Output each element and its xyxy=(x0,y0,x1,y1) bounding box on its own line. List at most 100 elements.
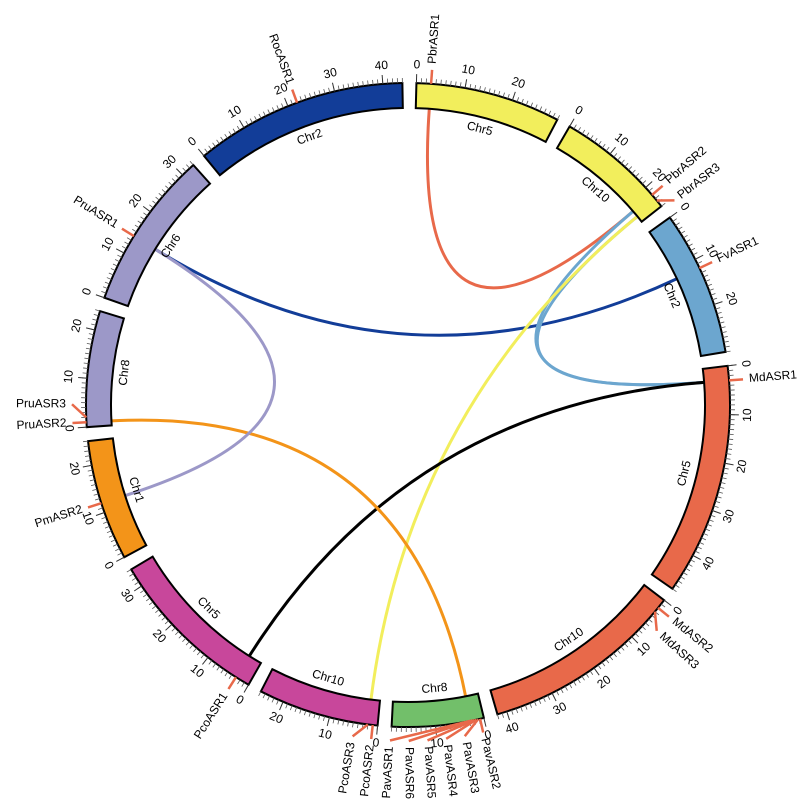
tick-label: 30 xyxy=(720,507,738,525)
major-tick xyxy=(713,301,723,305)
tick-label: 0 xyxy=(483,727,493,742)
minor-tick xyxy=(115,548,120,552)
minor-tick xyxy=(524,704,528,710)
major-tick xyxy=(116,556,125,562)
minor-tick xyxy=(303,710,307,716)
minor-tick xyxy=(83,440,89,443)
major-tick xyxy=(175,168,183,176)
minor-tick xyxy=(654,195,660,199)
minor-tick xyxy=(687,563,693,567)
tick-label: 40 xyxy=(504,719,521,737)
gene-mark xyxy=(653,611,658,632)
major-tick xyxy=(279,701,284,711)
minor-tick xyxy=(719,321,725,324)
major-tick xyxy=(85,327,95,331)
minor-tick xyxy=(189,161,194,166)
tick-label: 30 xyxy=(551,699,569,718)
gene-mark xyxy=(429,69,434,84)
gene-mark xyxy=(389,719,471,742)
minor-tick xyxy=(87,469,93,472)
minor-tick xyxy=(445,80,447,86)
chromosome-label: Chr8 xyxy=(116,359,133,387)
chromosome-label: Chr5 xyxy=(674,459,694,488)
minor-tick xyxy=(117,552,123,556)
minor-tick xyxy=(712,297,718,301)
major-tick xyxy=(197,148,205,157)
gene-mark xyxy=(72,421,87,425)
minor-tick xyxy=(186,164,191,169)
minor-tick xyxy=(132,228,137,233)
minor-tick xyxy=(104,281,110,285)
chromosome xyxy=(555,125,663,224)
minor-tick xyxy=(126,569,132,573)
minor-tick xyxy=(88,474,94,477)
minor-tick xyxy=(683,234,688,239)
minor-tick xyxy=(515,708,519,714)
chromosome-label: Chr5 xyxy=(466,118,495,138)
chromosome xyxy=(259,667,382,727)
major-tick xyxy=(727,364,737,367)
gene-mark xyxy=(87,502,102,509)
minor-tick xyxy=(581,675,585,681)
minor-tick xyxy=(94,498,101,501)
minor-tick xyxy=(267,695,271,701)
minor-tick xyxy=(142,593,148,598)
minor-tick xyxy=(525,100,529,106)
minor-tick xyxy=(631,169,636,174)
minor-tick xyxy=(262,693,266,699)
minor-tick xyxy=(516,97,520,103)
minor-tick xyxy=(616,649,621,654)
minor-tick xyxy=(212,142,216,148)
minor-tick xyxy=(648,618,653,623)
minor-tick xyxy=(661,202,666,207)
minor-tick xyxy=(103,521,109,524)
minor-tick xyxy=(110,268,116,271)
gene-label: FvASR1 xyxy=(714,233,761,265)
minor-tick xyxy=(597,664,602,670)
tick-label: 10 xyxy=(98,235,117,254)
minor-tick xyxy=(589,670,594,676)
minor-tick xyxy=(564,685,568,691)
tick-label: 0 xyxy=(62,424,76,432)
minor-tick xyxy=(318,714,321,720)
minor-tick xyxy=(216,139,220,145)
minor-tick xyxy=(638,629,643,634)
minor-tick xyxy=(212,663,217,668)
gene-label: PcoASR3 xyxy=(335,741,357,795)
minor-tick xyxy=(134,224,140,229)
chromosome xyxy=(648,216,727,358)
minor-tick xyxy=(148,601,154,606)
minor-tick xyxy=(705,279,711,282)
minor-tick xyxy=(155,609,160,613)
minor-tick xyxy=(85,352,91,355)
minor-tick xyxy=(720,326,726,329)
minor-tick xyxy=(165,185,170,190)
minor-tick xyxy=(228,674,233,679)
minor-tick xyxy=(601,661,606,667)
chromosome xyxy=(103,163,212,308)
minor-tick xyxy=(534,104,538,110)
gene-mark xyxy=(445,718,477,740)
minor-tick xyxy=(459,82,462,88)
minor-tick xyxy=(91,484,97,487)
minor-tick xyxy=(521,98,524,104)
minor-tick xyxy=(168,181,173,186)
chromosome-label: Chr10 xyxy=(311,666,347,689)
minor-tick xyxy=(635,173,640,178)
major-tick xyxy=(551,692,557,702)
minor-tick xyxy=(577,678,581,684)
gene-label: PavASR3 xyxy=(460,741,483,795)
minor-tick xyxy=(710,293,716,296)
minor-tick xyxy=(254,116,258,121)
gene-label: MdASR1 xyxy=(748,367,797,385)
minor-tick xyxy=(690,247,696,251)
link xyxy=(111,418,468,697)
minor-tick xyxy=(152,605,157,610)
minor-tick xyxy=(682,572,688,576)
major-tick xyxy=(692,554,701,561)
chromosome xyxy=(489,583,666,716)
minor-tick xyxy=(634,632,639,638)
minor-tick xyxy=(140,216,145,221)
tick-label: 10 xyxy=(461,61,477,77)
minor-tick xyxy=(613,153,618,158)
